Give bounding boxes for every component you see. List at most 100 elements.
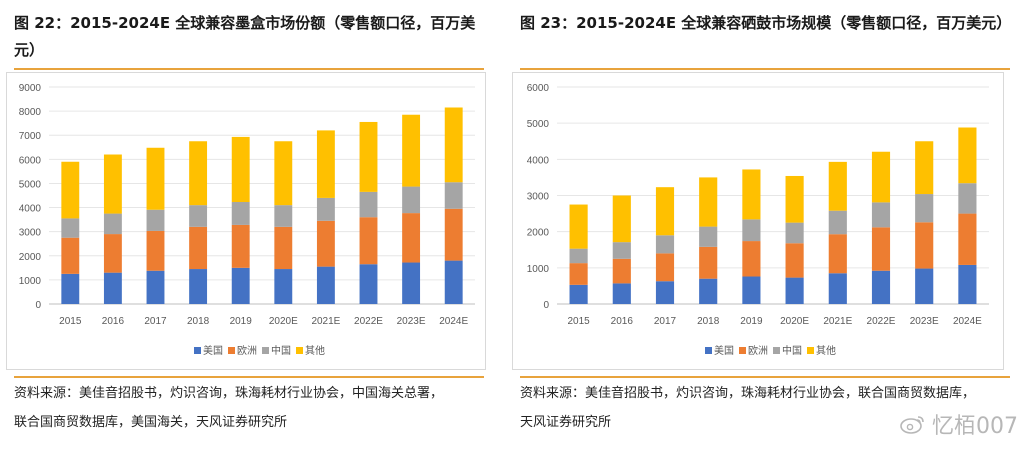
- source-line-2: 天风证券研究所: [520, 415, 612, 430]
- x-tick-label: 2022E: [354, 316, 383, 327]
- y-tick-label: 7000: [19, 131, 42, 142]
- y-tick-label: 6000: [527, 83, 550, 94]
- bar-segment: [828, 273, 847, 304]
- y-tick-label: 5000: [19, 179, 42, 190]
- bar-segment: [61, 218, 80, 238]
- bar-segment: [231, 202, 250, 225]
- bar-segment: [189, 226, 208, 270]
- y-tick-label: 2000: [19, 252, 42, 263]
- chart-frame: 0 1000 2000 3000 4000 5000 6000 7000 8000 9000 201…: [6, 72, 486, 370]
- y-tick-label: 2000: [527, 228, 550, 239]
- accent-rule: [520, 68, 1010, 70]
- bar-segment: [316, 220, 335, 267]
- x-tick-label: 2016: [102, 316, 125, 327]
- bar-segment: [699, 278, 718, 304]
- legend-swatch: [262, 347, 269, 354]
- bar-segment: [871, 151, 891, 203]
- bar-segment: [871, 202, 891, 228]
- stacked-bar-chart: 0 1000 2000 3000 4000 5000 6000 7000 8000 9000 201…: [19, 83, 475, 357]
- x-tick-label: 2018: [187, 316, 210, 327]
- bar-segment: [274, 226, 293, 270]
- bar-segment: [444, 208, 463, 261]
- bar-segment: [274, 269, 293, 304]
- bar-segment: [915, 141, 934, 195]
- bar-segment: [742, 169, 761, 220]
- bar-segment: [569, 248, 588, 264]
- bar-segment: [402, 186, 421, 214]
- bar-segment: [274, 141, 293, 206]
- bar-segment: [402, 262, 421, 304]
- source-line-2: 联合国商贸数据库，美国海关，天风证券研究所: [14, 415, 288, 430]
- x-tick-label: 2019: [740, 316, 763, 327]
- chart-title: 图 23：2015-2024E 全球兼容硒鼓市场规模（零售额口径，百万美元）: [520, 14, 1012, 32]
- bar-segment: [655, 235, 675, 254]
- bar-segment: [785, 243, 804, 278]
- bar-segment: [742, 219, 761, 242]
- stacked-bar-chart: 0 1000 2000 3000 4000 5000 6000 2015 2016 2017 201…: [527, 83, 989, 357]
- bar-segment: [655, 187, 675, 236]
- x-tick-label: 2020E: [269, 316, 298, 327]
- bar-segment: [189, 269, 208, 304]
- bar-segment: [612, 242, 631, 259]
- bar-segment: [189, 205, 208, 227]
- bar-segment: [828, 234, 847, 274]
- x-tick-label: 2024E: [953, 316, 982, 327]
- bar-segment: [569, 204, 588, 249]
- y-tick-label: 1000: [19, 276, 42, 287]
- chart-frame: 0 1000 2000 3000 4000 5000 6000 2015 2016 2017 201…: [512, 72, 1004, 370]
- bar-segment: [316, 197, 335, 221]
- bar-segment: [231, 267, 250, 304]
- accent-rule: [520, 376, 1010, 378]
- x-tick-label: 2020E: [780, 316, 809, 327]
- x-tick-label: 2021E: [823, 316, 852, 327]
- legend-swatch: [739, 347, 746, 354]
- y-tick-label: 0: [35, 300, 41, 311]
- x-tick-label: 2015: [567, 316, 590, 327]
- weibo-icon: [900, 416, 924, 434]
- bar-segment: [569, 284, 588, 304]
- bar-segment: [958, 183, 977, 214]
- y-tick-label: 0: [543, 300, 549, 311]
- legend-swatch: [773, 347, 780, 354]
- bar-segment: [655, 253, 675, 282]
- x-tick-label: 2023E: [397, 316, 426, 327]
- legend-label: 中国: [782, 344, 802, 357]
- bar-segment: [146, 270, 165, 304]
- bar-segment: [103, 213, 122, 235]
- legend-label: 欧洲: [748, 345, 768, 357]
- bar-segment: [958, 127, 977, 184]
- legend-label: 其他: [816, 344, 836, 357]
- bar-segment: [569, 263, 588, 285]
- legend-label: 其他: [305, 344, 325, 357]
- bar-segment: [103, 154, 122, 214]
- y-tick-label: 3000: [527, 192, 550, 203]
- bar-segment: [402, 114, 421, 187]
- bar-segment: [828, 210, 847, 235]
- bar-segment: [402, 213, 421, 263]
- bar-segment: [699, 246, 718, 279]
- bar-segment: [828, 161, 847, 211]
- bar-segment: [359, 191, 378, 218]
- watermark-text: 忆栢007: [932, 414, 1018, 439]
- y-tick-label: 8000: [19, 107, 42, 118]
- x-tick-label: 2023E: [910, 316, 939, 327]
- y-tick-label: 3000: [19, 228, 42, 239]
- x-tick-label: 2021E: [311, 316, 340, 327]
- weibo-watermark: 忆栢007: [900, 408, 1018, 440]
- bar-segment: [871, 270, 891, 304]
- bar-segment: [742, 276, 761, 304]
- x-tick-label: 2015: [59, 316, 82, 327]
- bar-segment: [146, 147, 165, 210]
- bar-segment: [915, 222, 934, 269]
- bar-segment: [359, 121, 378, 192]
- bar-segment: [316, 130, 335, 198]
- bar-segment: [359, 217, 378, 265]
- source-line-1: 资料来源：美佳音招股书，灼识咨询，珠海耗材行业协会，中国海关总署，: [14, 386, 444, 401]
- x-tick-label: 2019: [230, 316, 253, 327]
- x-tick-label: 2024E: [439, 316, 468, 327]
- bar-segment: [785, 222, 804, 244]
- bar-segment: [785, 175, 804, 223]
- legend-swatch: [296, 347, 303, 354]
- accent-rule: [14, 68, 484, 70]
- x-tick-label: 2018: [697, 316, 720, 327]
